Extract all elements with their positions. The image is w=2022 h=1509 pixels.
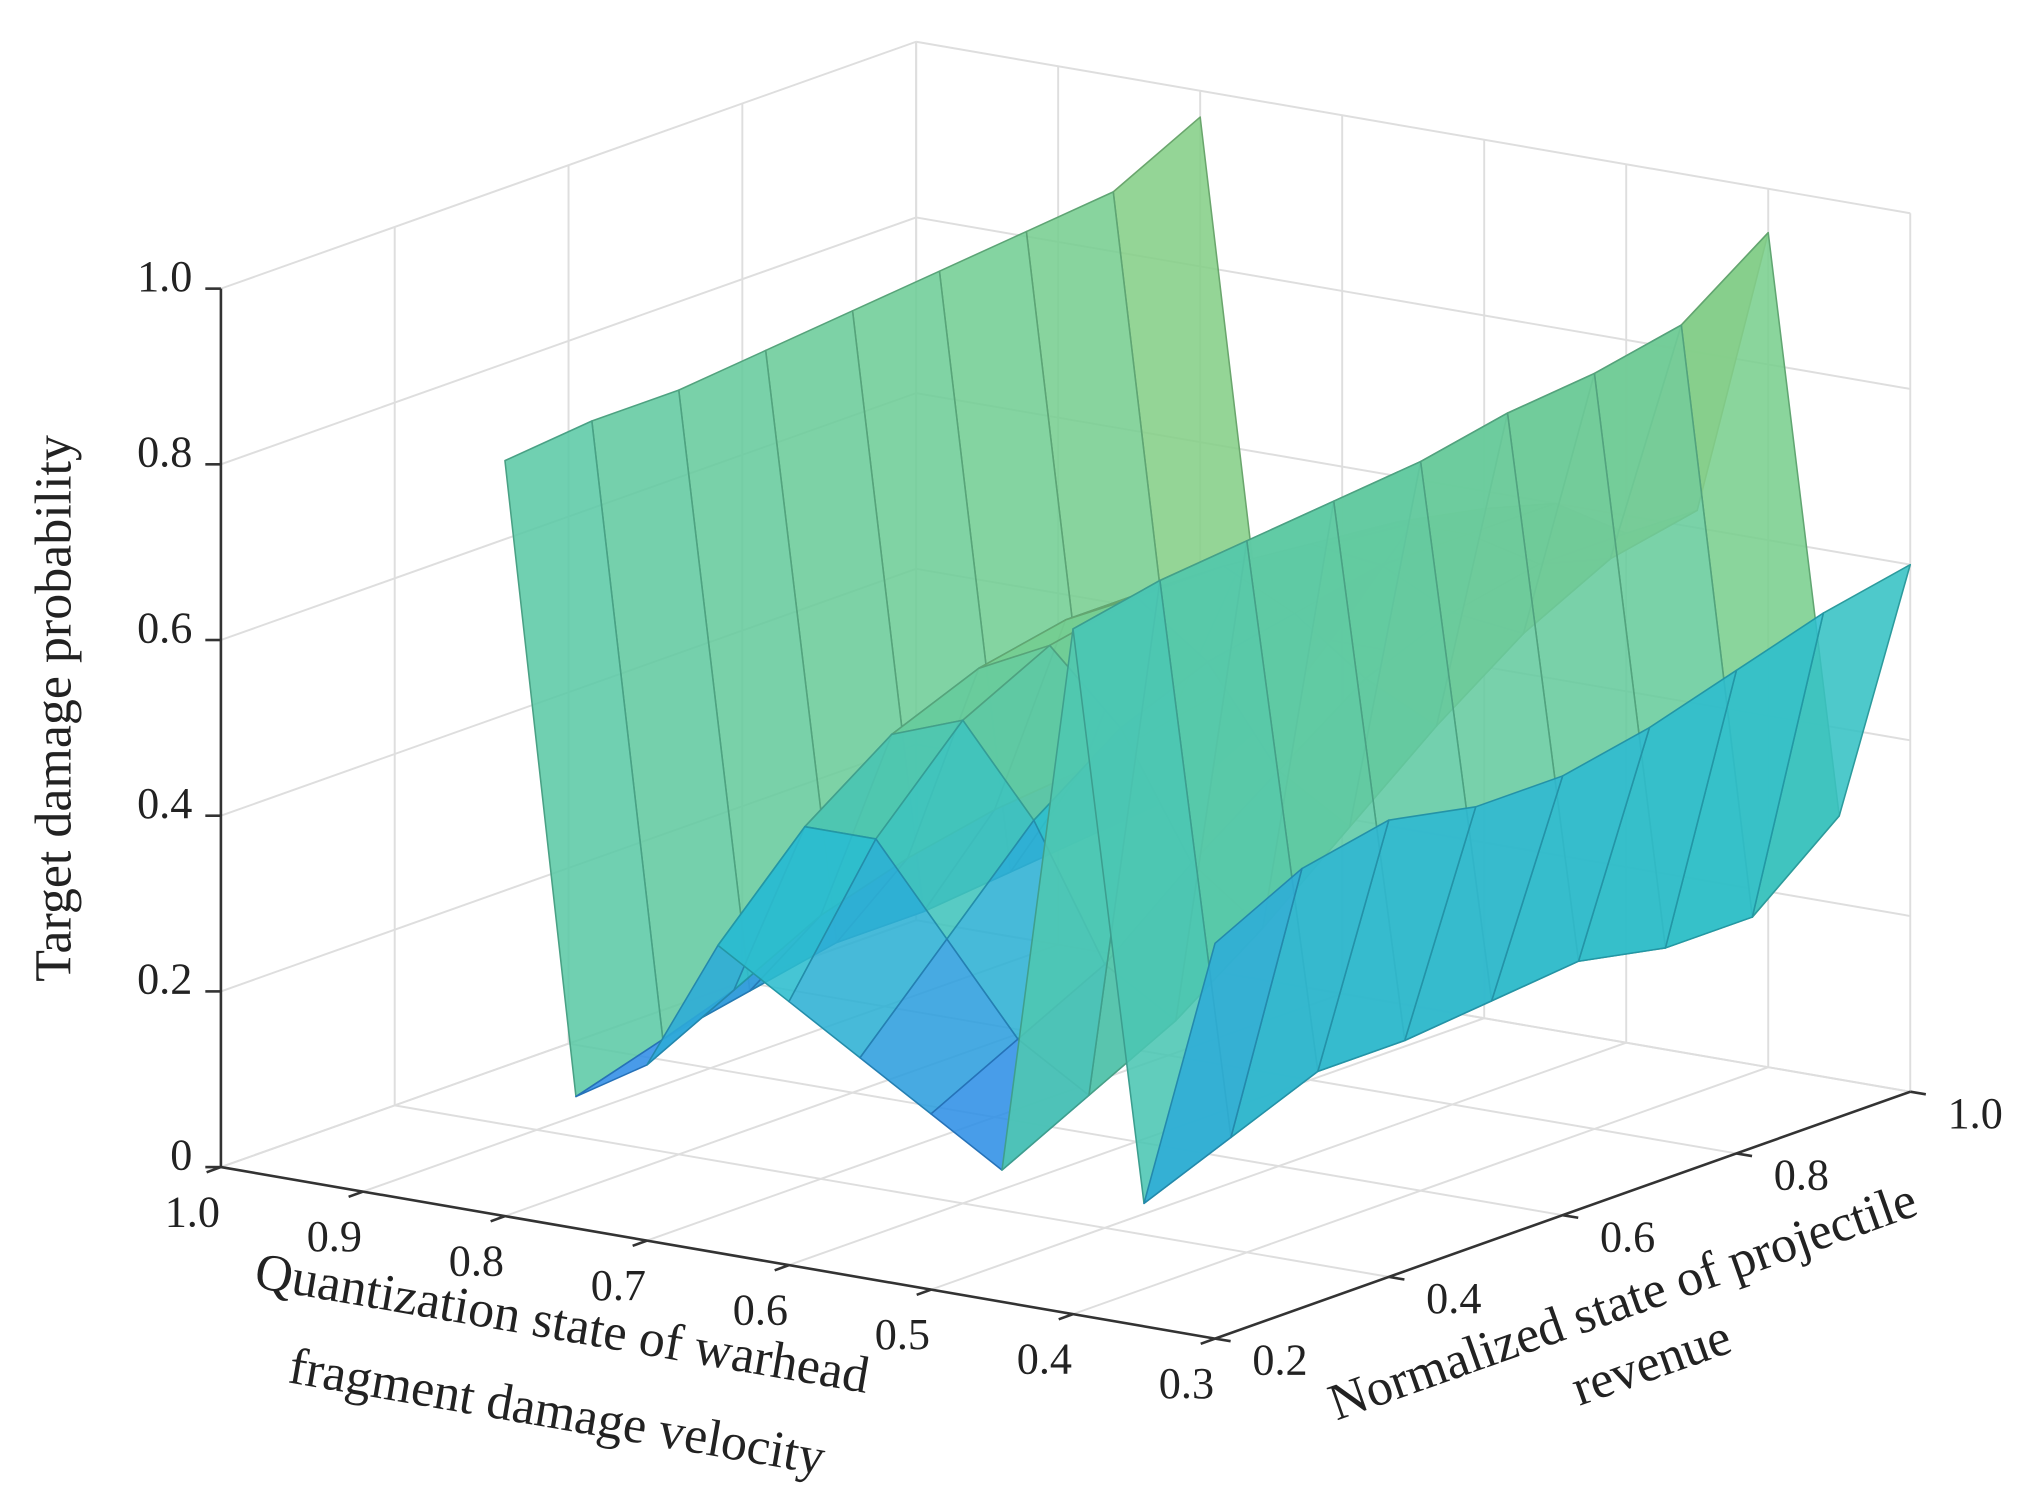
axis-line [220,1165,1216,1340]
y-tick [1562,1213,1579,1220]
axes: 0 0.2 0.4 0.6 0.8 1.0 1.0 0.9 0.8 0.7 0.6 0.5 0.4 0.3… [137,252,2003,1408]
surface-patch [1143,867,1303,1205]
x-tick [1200,1337,1216,1346]
y-tick-label: 0.8 [1774,1151,1829,1200]
x-tick [490,1214,506,1223]
z-tick-label: 0 [170,1130,192,1179]
x-tick-label: 0.8 [449,1237,504,1286]
x-tick-label: 0.9 [307,1212,362,1261]
y-tick-label: 0.2 [1252,1336,1307,1385]
x-tick [206,1165,222,1174]
y-tick-label: 0.4 [1426,1274,1481,1323]
grid-line [220,40,917,290]
grid-line [394,1104,1389,1278]
y-tick [1910,1090,1927,1096]
x-tick-label: 0.7 [591,1261,646,1310]
grid-line [915,40,1911,215]
x-tick-label: 0.4 [1017,1335,1072,1384]
y-tick [1214,1337,1231,1343]
z-tick-label: 0.6 [137,603,192,652]
y-tick-label: 0.6 [1600,1212,1655,1261]
y-tick [1388,1275,1405,1281]
z-tick-label: 0.8 [137,428,192,477]
x-tick-label: 0.3 [1159,1359,1214,1408]
grid-line [568,1042,1563,1217]
y-tick [1736,1152,1753,1158]
x-tick [774,1263,790,1272]
x-tick-label: 0.6 [733,1286,788,1335]
x-tick-label: 1.0 [165,1188,220,1237]
y-tick-label: 1.0 [1948,1089,2003,1138]
z-axis-label: Target damage probability [25,435,82,982]
x-tick [632,1239,648,1248]
x-tick [1058,1312,1074,1321]
z-tick-label: 0.4 [137,779,192,828]
grid-line [220,216,917,466]
surface [504,116,1912,1205]
x-tick [916,1288,932,1297]
z-tick-label: 1.0 [137,252,192,301]
x-tick [348,1190,364,1199]
z-tick-label: 0.2 [137,955,192,1004]
x-tick-label: 0.5 [875,1310,930,1359]
